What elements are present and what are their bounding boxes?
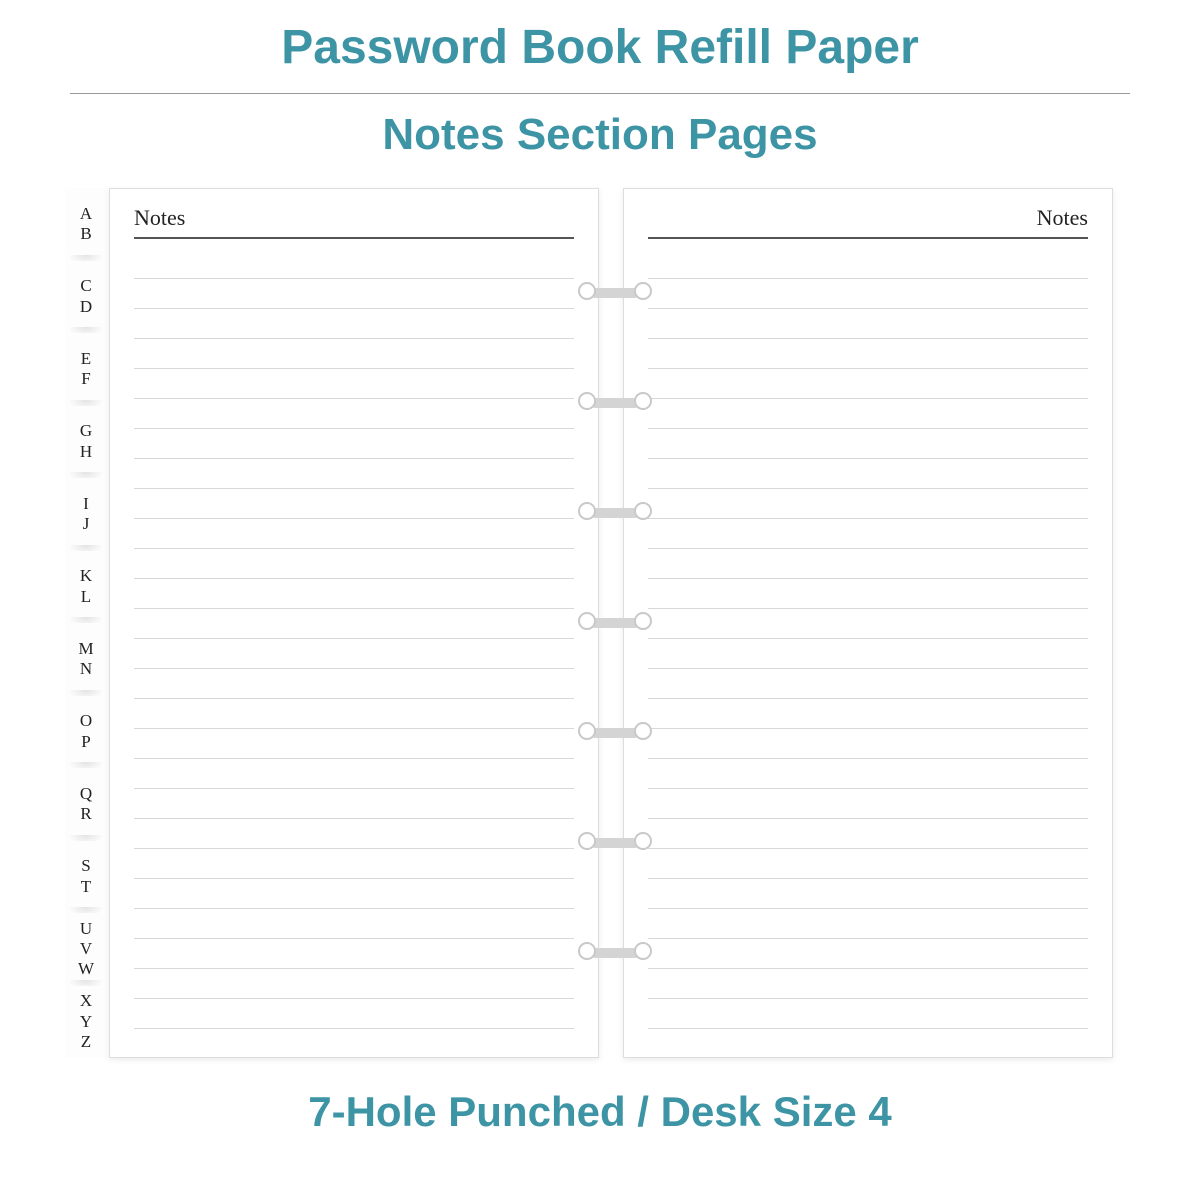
ruled-line: [648, 399, 1088, 429]
alpha-tab: MN: [65, 623, 107, 696]
ruled-line: [648, 819, 1088, 849]
ruled-line: [134, 699, 574, 729]
binder-ring: [580, 941, 650, 965]
ruled-line: [134, 249, 574, 279]
footer-text: 7-Hole Punched / Desk Size 4: [308, 1088, 892, 1136]
ruled-line: [134, 909, 574, 939]
ruled-line: [134, 939, 574, 969]
ruled-line: [134, 549, 574, 579]
alpha-tab: OP: [65, 696, 107, 769]
lines-left: [134, 249, 574, 1029]
ruled-line: [648, 999, 1088, 1029]
ruled-line: [648, 309, 1088, 339]
ruled-line: [648, 519, 1088, 549]
alpha-tabs: ABCDEFGHIJKLMNOPQRSTUVWXYZ: [65, 188, 107, 1058]
ruled-line: [134, 399, 574, 429]
alpha-tab: EF: [65, 333, 107, 406]
main-title: Password Book Refill Paper: [281, 20, 919, 75]
ruled-line: [648, 369, 1088, 399]
alpha-tab: IJ: [65, 478, 107, 551]
alpha-tab: GH: [65, 406, 107, 479]
alpha-tab: ST: [65, 841, 107, 914]
ruled-line: [134, 429, 574, 459]
ruled-line: [134, 309, 574, 339]
ruled-line: [134, 999, 574, 1029]
ruled-line: [134, 639, 574, 669]
notebook: ABCDEFGHIJKLMNOPQRSTUVWXYZ Notes Notes: [65, 188, 1135, 1058]
alpha-tab: QR: [65, 768, 107, 841]
ruled-line: [134, 849, 574, 879]
ruled-line: [648, 609, 1088, 639]
ruled-line: [134, 759, 574, 789]
binder-ring: [580, 391, 650, 415]
ruled-line: [648, 339, 1088, 369]
ruled-line: [648, 459, 1088, 489]
ruled-line: [648, 639, 1088, 669]
ruled-line: [134, 459, 574, 489]
ruled-line: [648, 279, 1088, 309]
header-underline-left: [134, 237, 574, 239]
ruled-line: [134, 489, 574, 519]
binder-ring: [580, 501, 650, 525]
lines-right: [648, 249, 1088, 1029]
ruled-line: [134, 729, 574, 759]
ruled-line: [134, 339, 574, 369]
ruled-line: [134, 879, 574, 909]
binder-ring: [580, 831, 650, 855]
ruled-line: [134, 369, 574, 399]
alpha-tab: XYZ: [65, 986, 107, 1059]
ruled-line: [648, 549, 1088, 579]
ruled-line: [648, 909, 1088, 939]
alpha-tab: UVW: [65, 913, 107, 986]
ruled-line: [648, 249, 1088, 279]
binder-rings: [585, 188, 645, 1058]
ruled-line: [648, 669, 1088, 699]
page-left: Notes: [109, 188, 599, 1058]
binder-ring: [580, 611, 650, 635]
ruled-line: [648, 729, 1088, 759]
ruled-line: [134, 789, 574, 819]
ruled-line: [648, 939, 1088, 969]
page-right: Notes: [623, 188, 1113, 1058]
alpha-tab: AB: [65, 188, 107, 261]
binder-ring: [580, 281, 650, 305]
title-divider: [70, 93, 1130, 94]
ruled-line: [648, 429, 1088, 459]
ruled-line: [648, 579, 1088, 609]
alpha-tab: CD: [65, 261, 107, 334]
header-underline-right: [648, 237, 1088, 239]
ruled-line: [134, 669, 574, 699]
ruled-line: [648, 789, 1088, 819]
ruled-line: [648, 489, 1088, 519]
ruled-line: [134, 279, 574, 309]
binder-ring: [580, 721, 650, 745]
ruled-line: [134, 969, 574, 999]
ruled-line: [134, 579, 574, 609]
ruled-line: [648, 699, 1088, 729]
ruled-line: [648, 759, 1088, 789]
ruled-line: [648, 879, 1088, 909]
ruled-line: [134, 519, 574, 549]
ruled-line: [134, 609, 574, 639]
page-left-header: Notes: [134, 205, 574, 237]
ruled-line: [134, 819, 574, 849]
subtitle: Notes Section Pages: [382, 110, 817, 160]
page-right-header: Notes: [648, 205, 1088, 237]
ruled-line: [648, 969, 1088, 999]
ruled-line: [648, 849, 1088, 879]
alpha-tab: KL: [65, 551, 107, 624]
